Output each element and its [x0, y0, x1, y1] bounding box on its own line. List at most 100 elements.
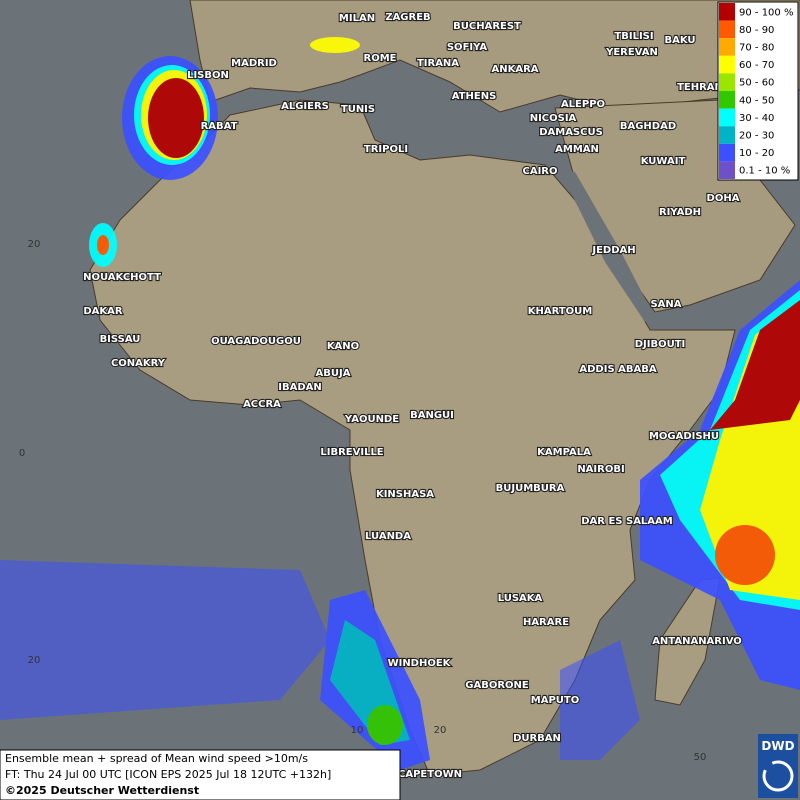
africa	[89, 99, 736, 776]
city-label: ACCRA	[243, 399, 281, 410]
city-label: BUJUMBURA	[496, 483, 565, 494]
city-label: SANA	[650, 299, 681, 310]
city-label: DAR ES SALAAM	[581, 516, 673, 527]
city-label: KAMPALA	[537, 447, 591, 458]
logo-icon	[762, 760, 794, 792]
legend-swatch	[719, 73, 735, 91]
city-label: ANTANANARIVO	[652, 636, 742, 647]
city-label: DAMASCUS	[539, 127, 603, 138]
prob-area	[310, 37, 360, 53]
city-label: DOHA	[707, 193, 740, 204]
city-label: NICOSIA	[530, 113, 577, 124]
prob-area	[0, 560, 330, 720]
city-label: MADRID	[231, 58, 277, 69]
city-label: BUCHAREST	[453, 21, 521, 32]
city-label: ABUJA	[316, 368, 351, 379]
prob-area	[148, 78, 204, 158]
city-label: KUWAIT	[641, 156, 686, 167]
city-label: RABAT	[201, 121, 238, 132]
city-label: CAIRO	[523, 166, 558, 177]
city-label: IBADAN	[278, 382, 322, 393]
legend-swatch	[719, 126, 735, 144]
city-label: YEREVAN	[605, 47, 658, 58]
city-label: ANKARA	[491, 64, 538, 75]
legend-label: 60 - 70	[739, 60, 774, 71]
legend-label: 80 - 90	[739, 25, 774, 36]
city-label: AMMAN	[555, 144, 599, 155]
footer	[0, 749, 401, 800]
city-label: MAPUTO	[531, 695, 579, 706]
logo-text: DWD	[761, 739, 794, 753]
latitude-label: 20	[28, 239, 41, 250]
city-label: CONAKRY	[111, 358, 166, 369]
city-label: TRIPOLI	[364, 144, 408, 155]
city-label: TIRANA	[417, 58, 459, 69]
legend-label: 30 - 40	[739, 113, 774, 124]
city-label: DAKAR	[83, 306, 123, 317]
longitude-label: 20	[434, 725, 447, 736]
legend-swatch	[719, 38, 735, 56]
logo	[758, 734, 798, 798]
city-label: YAOUNDE	[344, 414, 399, 425]
legend-label: 20 - 30	[739, 131, 774, 142]
city-label: TBILISI	[614, 31, 653, 42]
legend-label: 0.1 - 10 %	[739, 166, 790, 177]
city-label: KHARTOUM	[528, 306, 593, 317]
city-label: DJIBOUTI	[635, 339, 686, 350]
footer-line: Ensemble mean + spread of Mean wind spee…	[5, 752, 308, 765]
city-label: ADDIS ABABA	[579, 364, 656, 375]
city-label: LUSAKA	[498, 593, 543, 604]
city-label: DURBAN	[513, 733, 561, 744]
city-label: OUAGADOUGOU	[211, 336, 301, 347]
legend-swatch	[719, 20, 735, 39]
city-label: BISSAU	[100, 334, 141, 345]
city-label: TEHRAN	[677, 82, 723, 93]
city-label: KINSHASA	[376, 489, 434, 500]
city-label: HARARE	[523, 617, 569, 628]
copyright: ©2025 Deutscher Wetterdienst	[5, 784, 199, 797]
city-label: TUNIS	[341, 104, 375, 115]
city-label: RIYADH	[659, 207, 701, 218]
city-label: MILAN	[339, 13, 375, 24]
legend-swatch	[719, 161, 735, 179]
prob-area	[97, 235, 109, 255]
prob-area	[715, 525, 775, 585]
red-sea	[560, 170, 655, 322]
city-label: KANO	[327, 341, 359, 352]
city-label: NAIROBI	[577, 464, 624, 475]
city-label: LUANDA	[365, 531, 411, 542]
city-label: NOUAKCHOTT	[83, 272, 161, 283]
longitude-label: 10	[351, 725, 364, 736]
city-label: LIBREVILLE	[320, 447, 383, 458]
legend-swatch	[719, 91, 735, 109]
legend-label: 70 - 80	[739, 43, 774, 54]
legend-swatch	[719, 108, 735, 127]
prob-area	[367, 705, 403, 745]
legend-swatch	[719, 55, 735, 74]
city-label: BAKU	[664, 35, 695, 46]
prob-area	[560, 640, 640, 760]
wind-probability	[0, 37, 800, 770]
city-label: ROME	[364, 53, 397, 64]
legend-label: 40 - 50	[739, 95, 774, 106]
legend-label: 50 - 60	[739, 78, 774, 89]
city-label: JEDDAH	[591, 245, 635, 256]
city-label: CAPETOWN	[398, 769, 462, 780]
city-label: SOFIYA	[447, 42, 488, 53]
legend-label: 90 - 100 %	[739, 7, 793, 18]
city-label: ATHENS	[452, 91, 497, 102]
latitude-label: 20	[28, 655, 41, 666]
latitude-label: 0	[19, 448, 25, 459]
city-label: LISBON	[187, 70, 229, 81]
prob-area	[710, 300, 800, 430]
longitude-label: 50	[694, 752, 707, 763]
legend-swatch	[719, 143, 735, 162]
footer-line: FT: Thu 24 Jul 00 UTC [ICON EPS 2025 Jul…	[5, 768, 331, 781]
city-label: BAGHDAD	[620, 121, 676, 132]
city-label: WINDHOEK	[388, 658, 452, 669]
city-label: MOGADISHU	[649, 431, 719, 442]
city-label: BANGUI	[410, 410, 454, 421]
legend-label: 10 - 20	[739, 148, 774, 159]
